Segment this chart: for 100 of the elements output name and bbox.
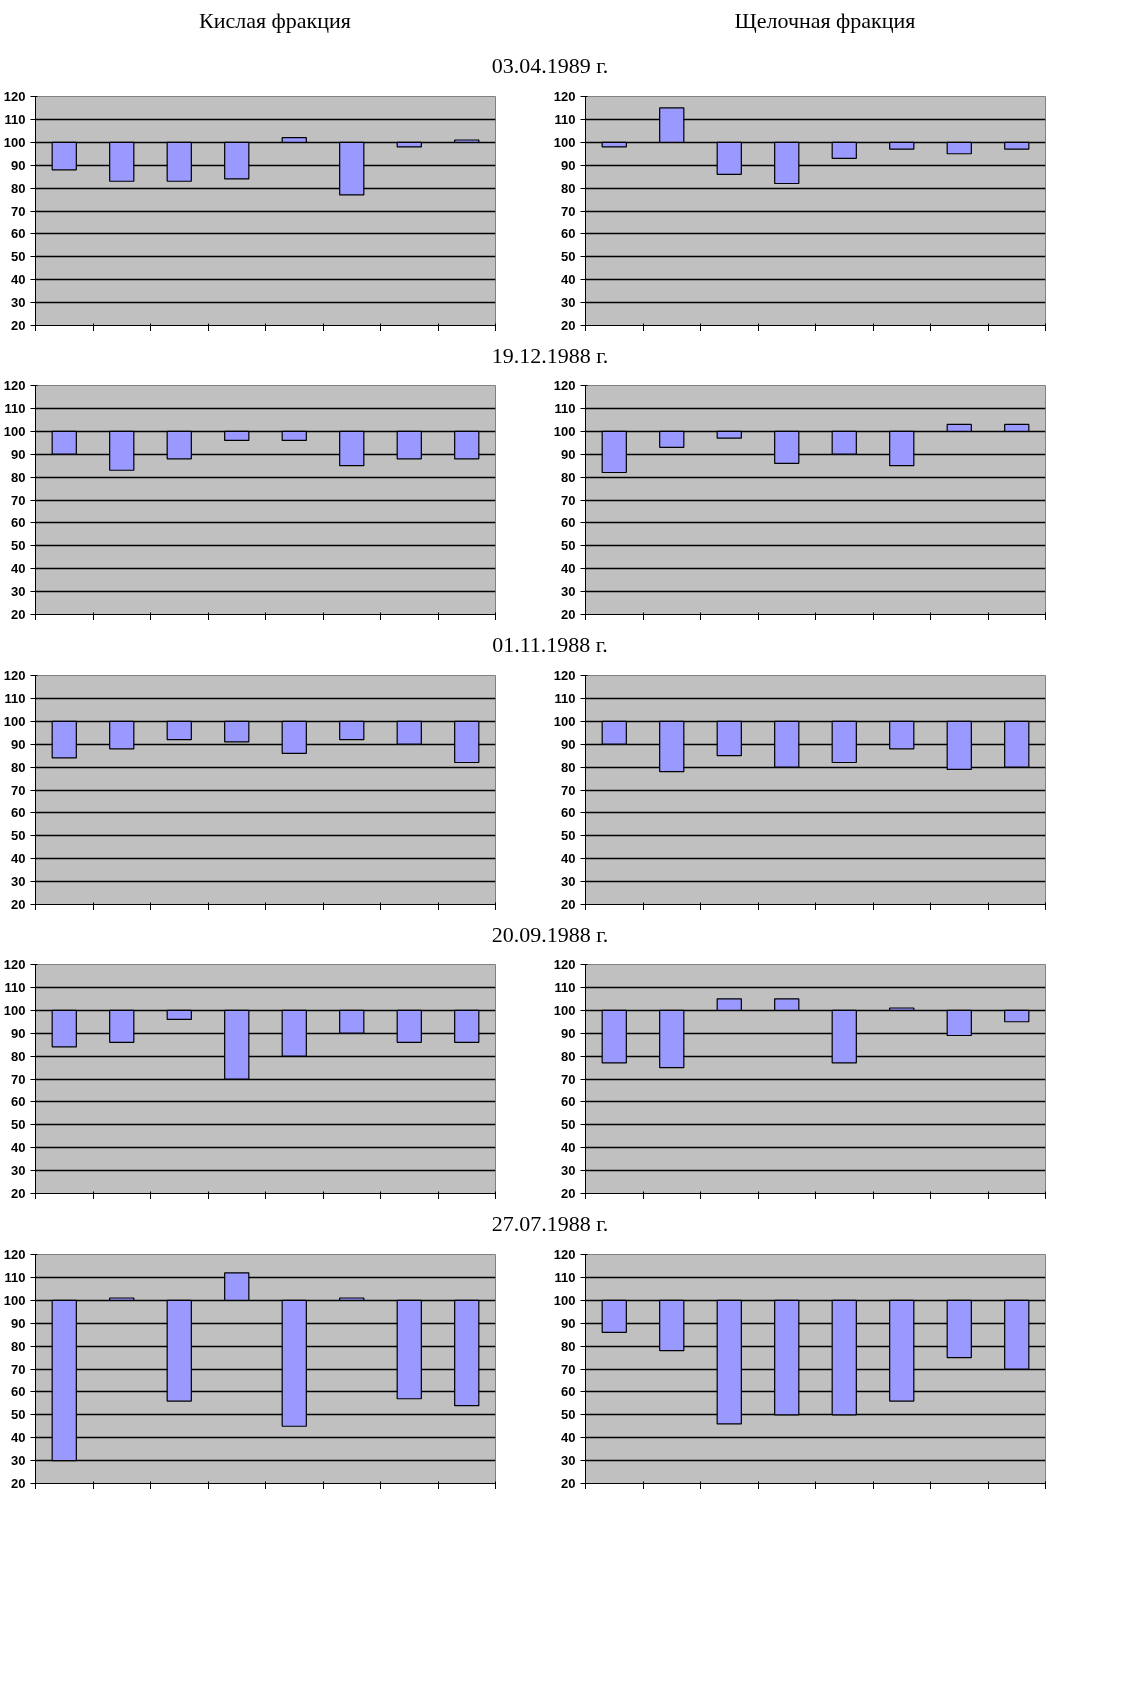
bar <box>831 1009 857 1064</box>
y-tick-label: 20 <box>561 1186 576 1202</box>
y-tick-label: 90 <box>11 446 26 462</box>
y-tick-label: 30 <box>561 584 576 600</box>
bar <box>396 1299 422 1399</box>
bar <box>659 1009 685 1069</box>
y-tick-label: 120 <box>553 1246 576 1262</box>
y-tick-label: 110 <box>4 1269 26 1285</box>
bar <box>774 998 800 1012</box>
y-tick-label: 50 <box>11 827 26 843</box>
y-tick-label: 100 <box>3 1002 26 1018</box>
y-tick-label: 100 <box>553 1002 576 1018</box>
y-tick-label: 100 <box>3 424 26 440</box>
y-tick-label: 70 <box>11 1361 26 1377</box>
y-tick-label: 20 <box>11 607 26 623</box>
y-tick-label: 30 <box>11 584 26 600</box>
y-tick-label: 100 <box>3 134 26 150</box>
y-tick-label: 40 <box>11 272 26 288</box>
y-tick-label: 100 <box>553 713 576 729</box>
y-tick-label: 70 <box>561 203 576 219</box>
y-tick-label: 60 <box>561 226 576 242</box>
y-tick-label: 20 <box>11 1186 26 1202</box>
y-tick-label: 80 <box>11 1338 26 1354</box>
y-tick-label: 120 <box>553 88 576 104</box>
y-tick-label: 90 <box>561 157 576 173</box>
y-tick-label: 100 <box>3 1292 26 1308</box>
y-tick-label: 20 <box>561 317 576 333</box>
y-tick-label: 90 <box>561 1315 576 1331</box>
y-tick-label: 40 <box>11 1429 26 1445</box>
y-tick-label: 80 <box>11 759 26 775</box>
y-tick-label: 70 <box>11 203 26 219</box>
y-tick-label: 90 <box>11 157 26 173</box>
y-tick-label: 50 <box>561 1117 576 1133</box>
y-tick-label: 80 <box>11 1048 26 1064</box>
y-tick-label: 90 <box>11 1025 26 1041</box>
y-tick-label: 60 <box>11 805 26 821</box>
text: 27.07.1988 г. <box>491 1210 609 1239</box>
y-tick-label: 50 <box>11 538 26 554</box>
y-tick-label: 90 <box>561 446 576 462</box>
y-tick-label: 30 <box>561 873 576 889</box>
y-tick-label: 110 <box>4 111 26 127</box>
y-tick-label: 120 <box>3 378 26 394</box>
y-tick-label: 120 <box>3 88 26 104</box>
y-tick-label: 110 <box>4 690 26 706</box>
y-tick-label: 110 <box>554 1269 576 1285</box>
y-tick-label: 60 <box>11 1094 26 1110</box>
y-tick-label: 60 <box>11 226 26 242</box>
y-tick-label: 40 <box>561 272 576 288</box>
y-tick-label: 120 <box>553 957 576 973</box>
bar <box>109 1296 135 1301</box>
y-tick-label: 70 <box>11 492 26 508</box>
y-tick-label: 40 <box>11 850 26 866</box>
y-tick-label: 110 <box>554 111 576 127</box>
y-tick-label: 70 <box>561 1071 576 1087</box>
y-tick-label: 50 <box>561 1406 576 1422</box>
bar <box>454 1299 480 1406</box>
y-tick-label: 30 <box>11 1452 26 1468</box>
y-tick-label: 110 <box>554 690 576 706</box>
y-tick-label: 90 <box>11 1315 26 1331</box>
y-tick-label: 110 <box>4 980 26 996</box>
text: 20.09.1988 г. <box>491 920 609 949</box>
y-tick-label: 60 <box>11 1383 26 1399</box>
y-tick-label: 30 <box>561 294 576 310</box>
y-tick-label: 70 <box>11 782 26 798</box>
y-tick-label: 120 <box>3 957 26 973</box>
y-tick-label: 60 <box>561 515 576 531</box>
text: 19.12.1988 г. <box>491 341 609 370</box>
y-tick-label: 20 <box>11 1475 26 1491</box>
y-tick-label: 80 <box>11 469 26 485</box>
y-tick-label: 100 <box>553 134 576 150</box>
y-tick-label: 120 <box>553 378 576 394</box>
y-tick-label: 80 <box>561 759 576 775</box>
y-tick-label: 60 <box>561 1383 576 1399</box>
y-tick-label: 110 <box>554 401 576 417</box>
text: 01.11.1988 г. <box>492 631 608 660</box>
y-tick-label: 90 <box>561 736 576 752</box>
y-tick-label: 20 <box>561 1475 576 1491</box>
y-tick-label: 40 <box>11 561 26 577</box>
y-tick-label: 70 <box>561 782 576 798</box>
bar <box>889 1007 915 1012</box>
y-tick-label: 20 <box>11 317 26 333</box>
y-tick-label: 50 <box>11 1117 26 1133</box>
y-tick-label: 60 <box>561 805 576 821</box>
y-tick-label: 80 <box>561 469 576 485</box>
y-tick-label: 20 <box>561 607 576 623</box>
y-tick-label: 20 <box>11 896 26 912</box>
y-tick-label: 50 <box>11 1406 26 1422</box>
bar <box>166 1299 192 1402</box>
y-tick-label: 100 <box>553 1292 576 1308</box>
y-tick-label: 120 <box>553 667 576 683</box>
y-tick-label: 80 <box>561 180 576 196</box>
y-tick-label: 90 <box>561 1025 576 1041</box>
y-tick-label: 70 <box>561 492 576 508</box>
y-tick-label: 50 <box>11 249 26 265</box>
y-tick-label: 100 <box>553 424 576 440</box>
chart-subtitle: Кислая фракция <box>199 7 351 35</box>
y-tick-label: 30 <box>11 873 26 889</box>
y-tick-label: 100 <box>3 713 26 729</box>
y-tick-label: 120 <box>3 667 26 683</box>
y-tick-label: 40 <box>11 1140 26 1156</box>
